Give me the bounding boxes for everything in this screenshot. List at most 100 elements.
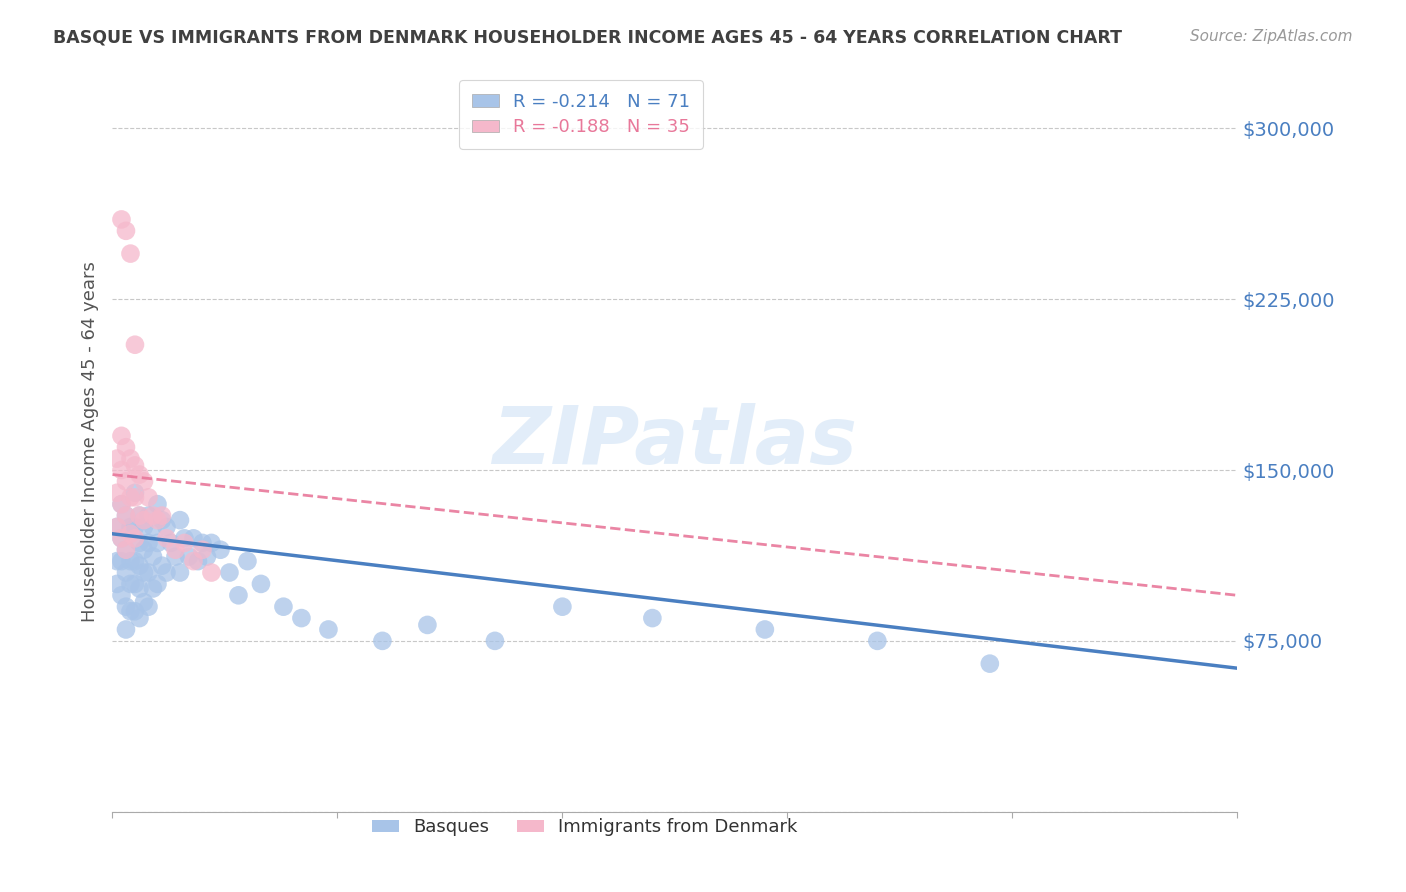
- Point: [115, 599, 138, 614]
- Point: [124, 532, 146, 546]
- Point: [195, 549, 218, 564]
- Text: BASQUE VS IMMIGRANTS FROM DENMARK HOUSEHOLDER INCOME AGES 45 - 64 YEARS CORRELAT: BASQUE VS IMMIGRANTS FROM DENMARK HOUSEH…: [53, 29, 1122, 46]
- Point: [318, 623, 340, 637]
- Point: [128, 508, 150, 523]
- Point: [115, 542, 138, 557]
- Point: [132, 542, 155, 557]
- Point: [146, 536, 169, 550]
- Point: [165, 542, 187, 557]
- Point: [146, 513, 169, 527]
- Point: [641, 611, 664, 625]
- Point: [155, 566, 177, 580]
- Point: [110, 532, 132, 546]
- Point: [169, 566, 191, 580]
- Point: [200, 536, 222, 550]
- Point: [146, 497, 169, 511]
- Point: [183, 532, 205, 546]
- Point: [120, 554, 142, 568]
- Point: [273, 599, 295, 614]
- Point: [138, 566, 160, 580]
- Point: [120, 520, 142, 534]
- Point: [115, 623, 138, 637]
- Point: [191, 536, 214, 550]
- Point: [110, 429, 132, 443]
- Point: [177, 549, 200, 564]
- Point: [110, 463, 132, 477]
- Point: [187, 554, 209, 568]
- Point: [150, 513, 173, 527]
- Point: [138, 599, 160, 614]
- Point: [115, 475, 138, 489]
- Point: [371, 633, 394, 648]
- Point: [132, 520, 155, 534]
- Point: [200, 566, 222, 580]
- Point: [155, 532, 177, 546]
- Point: [142, 549, 165, 564]
- Point: [191, 542, 214, 557]
- Point: [105, 520, 128, 534]
- Point: [173, 536, 195, 550]
- Point: [132, 513, 155, 527]
- Point: [115, 224, 138, 238]
- Point: [250, 577, 273, 591]
- Point: [228, 588, 250, 602]
- Point: [209, 542, 232, 557]
- Point: [105, 554, 128, 568]
- Point: [105, 577, 128, 591]
- Point: [120, 491, 142, 505]
- Point: [132, 595, 155, 609]
- Point: [124, 604, 146, 618]
- Point: [105, 520, 128, 534]
- Point: [128, 582, 150, 596]
- Point: [173, 532, 195, 546]
- Point: [115, 566, 138, 580]
- Point: [110, 532, 132, 546]
- Point: [132, 566, 155, 580]
- Point: [105, 451, 128, 466]
- Point: [218, 566, 240, 580]
- Point: [120, 451, 142, 466]
- Point: [150, 508, 173, 523]
- Point: [146, 577, 169, 591]
- Point: [124, 491, 146, 505]
- Point: [124, 458, 146, 473]
- Point: [142, 520, 165, 534]
- Point: [110, 554, 132, 568]
- Point: [150, 558, 173, 573]
- Point: [128, 611, 150, 625]
- Point: [866, 633, 889, 648]
- Point: [110, 497, 132, 511]
- Point: [110, 497, 132, 511]
- Point: [124, 520, 146, 534]
- Point: [115, 508, 138, 523]
- Text: Source: ZipAtlas.com: Source: ZipAtlas.com: [1189, 29, 1353, 44]
- Point: [115, 508, 138, 523]
- Point: [484, 633, 506, 648]
- Point: [754, 623, 776, 637]
- Point: [120, 577, 142, 591]
- Point: [138, 536, 160, 550]
- Point: [110, 588, 132, 602]
- Point: [132, 475, 155, 489]
- Point: [115, 542, 138, 557]
- Point: [165, 549, 187, 564]
- Point: [120, 246, 142, 260]
- Point: [105, 485, 128, 500]
- Point: [138, 491, 160, 505]
- Legend: Basques, Immigrants from Denmark: Basques, Immigrants from Denmark: [366, 811, 804, 844]
- Point: [138, 508, 160, 523]
- Point: [142, 582, 165, 596]
- Point: [551, 599, 574, 614]
- Point: [128, 558, 150, 573]
- Point: [124, 554, 146, 568]
- Point: [128, 467, 150, 482]
- Point: [110, 212, 132, 227]
- Point: [236, 554, 259, 568]
- Point: [979, 657, 1001, 671]
- Point: [128, 508, 150, 523]
- Point: [124, 577, 146, 591]
- Point: [169, 513, 191, 527]
- Point: [124, 337, 146, 351]
- Text: ZIPatlas: ZIPatlas: [492, 402, 858, 481]
- Point: [183, 554, 205, 568]
